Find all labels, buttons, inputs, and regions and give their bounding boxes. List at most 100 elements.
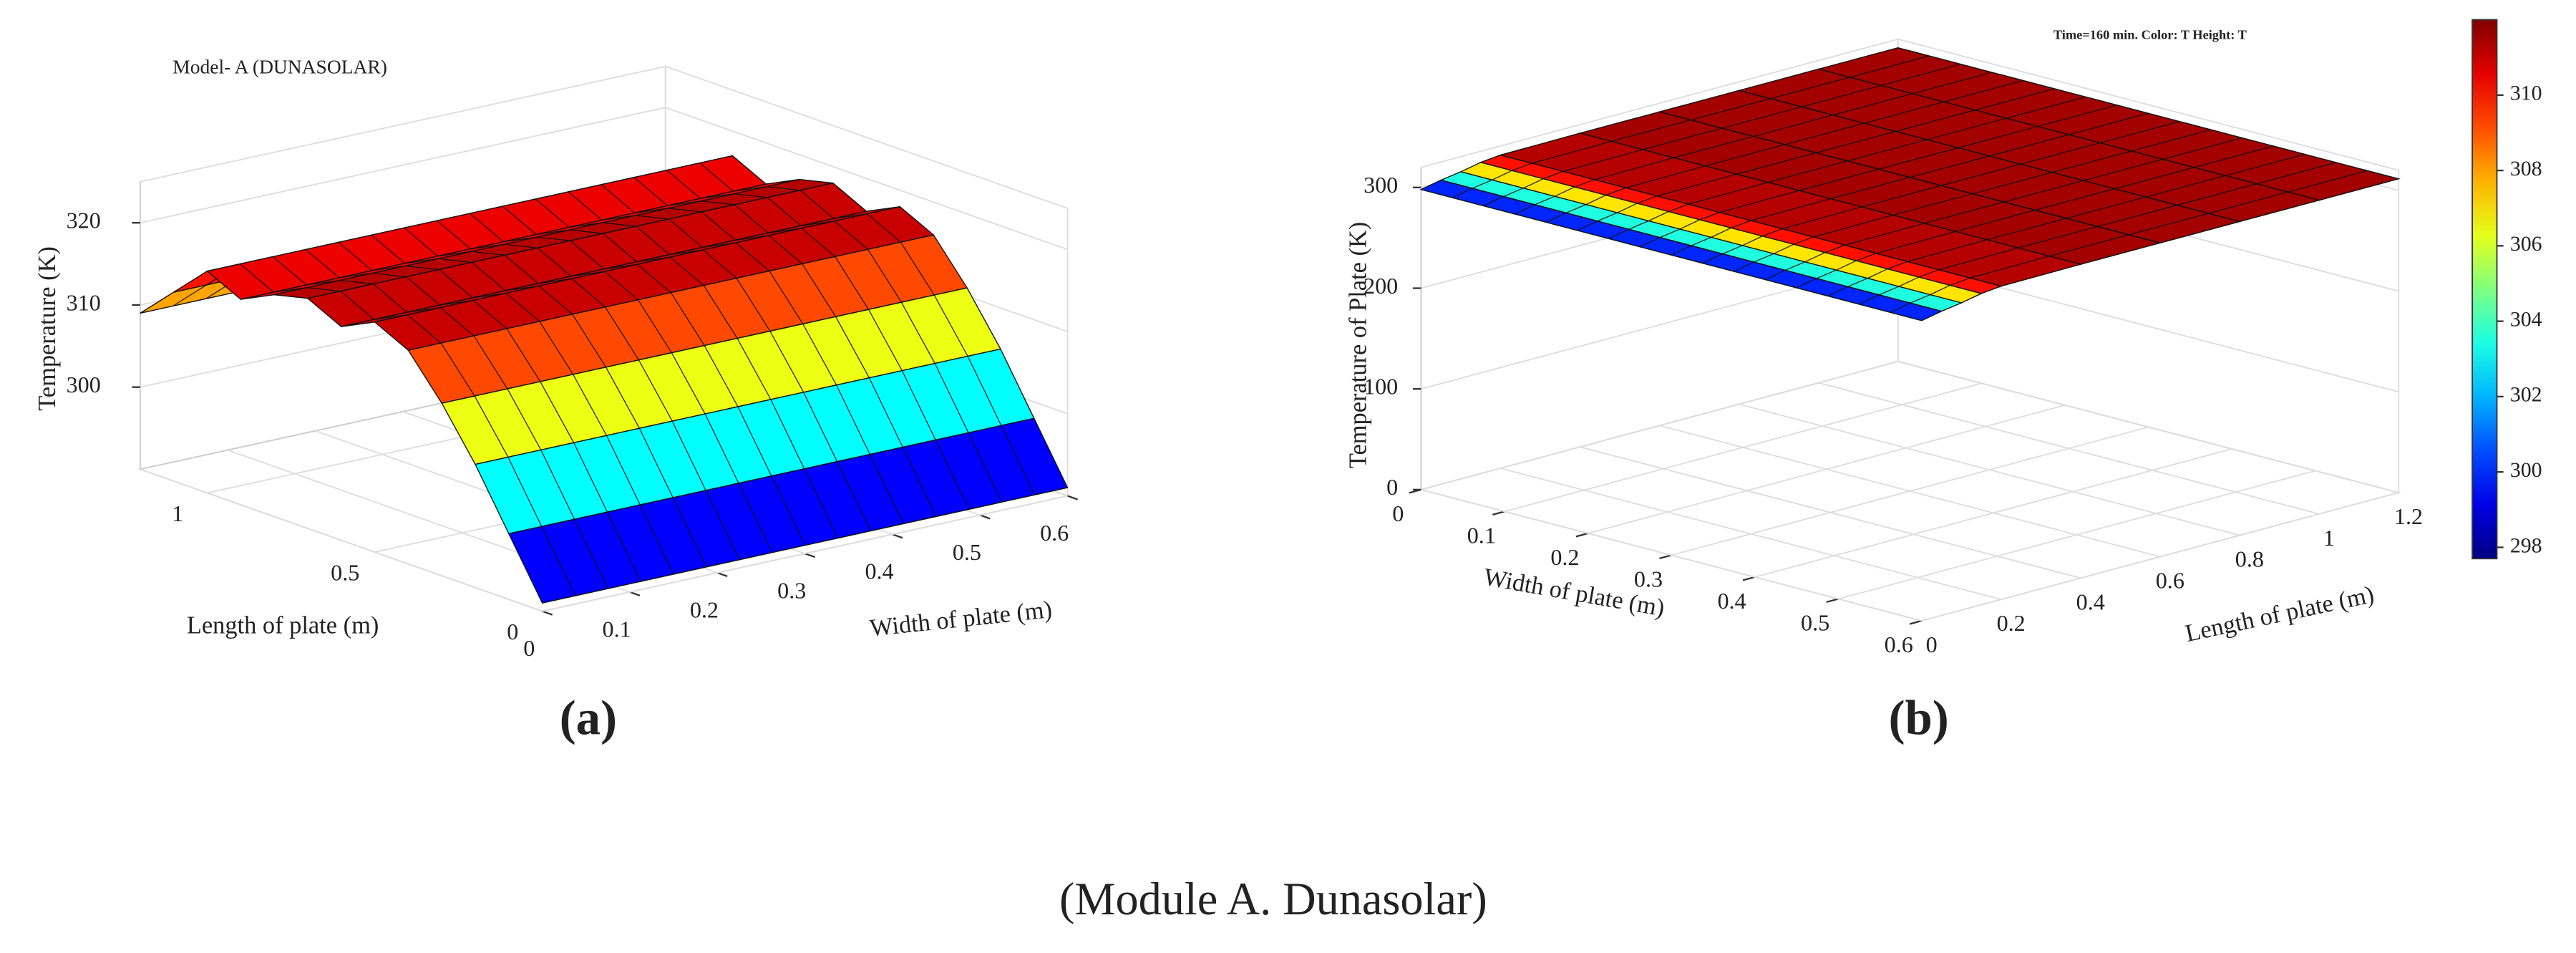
grid-line bbox=[542, 495, 1068, 612]
mesh-line bbox=[1970, 256, 2050, 279]
panel-label: (b) bbox=[1889, 691, 1949, 745]
mesh-line bbox=[1719, 190, 1799, 213]
grid-line bbox=[1500, 468, 2002, 601]
mesh-line bbox=[1907, 239, 1987, 262]
mesh-line bbox=[1577, 221, 1598, 231]
colorbar-tick-label: 302 bbox=[2510, 383, 2542, 407]
mesh-line bbox=[1881, 64, 1961, 86]
colorbar-tick-label: 308 bbox=[2510, 157, 2542, 180]
mesh-line bbox=[666, 170, 701, 199]
mesh-line bbox=[901, 370, 936, 440]
mesh-line bbox=[835, 256, 869, 310]
mesh-line bbox=[1816, 131, 1896, 153]
mesh-line bbox=[339, 279, 374, 285]
mesh-line bbox=[635, 215, 669, 220]
x-tick-label: 0.1 bbox=[603, 616, 631, 642]
mesh-line bbox=[603, 233, 637, 263]
mesh-line bbox=[405, 265, 439, 271]
mesh-line bbox=[474, 395, 509, 458]
mesh-line bbox=[671, 420, 706, 491]
mesh-line bbox=[735, 242, 770, 271]
mesh-line bbox=[2208, 191, 2288, 214]
mesh-line bbox=[669, 218, 703, 248]
mesh-line bbox=[1754, 253, 1774, 263]
x-tick-label: 0.1 bbox=[1467, 522, 1496, 548]
mesh-line bbox=[340, 291, 374, 320]
colorbar-tick-label: 300 bbox=[2510, 458, 2542, 482]
mesh-line bbox=[902, 447, 937, 517]
mesh-line bbox=[1679, 219, 1700, 230]
mesh-line bbox=[1830, 177, 1910, 200]
y-tick-label: 1 bbox=[172, 500, 183, 526]
x-tick-label: 0.2 bbox=[1550, 544, 1579, 570]
mesh-line bbox=[373, 284, 407, 313]
mesh-line bbox=[867, 213, 901, 243]
chart-title: Time=160 min. Color: T Height: T bbox=[2053, 28, 2247, 42]
mesh-line bbox=[571, 278, 606, 308]
mesh-line bbox=[1673, 135, 1754, 158]
mesh-line bbox=[573, 374, 607, 436]
mesh-line bbox=[1656, 173, 1737, 197]
mesh-line bbox=[1856, 253, 1877, 261]
mesh-line bbox=[770, 399, 805, 469]
x-tick-label: 0.3 bbox=[1634, 566, 1663, 592]
mesh-line bbox=[2066, 196, 2147, 219]
mesh-line bbox=[2069, 112, 2149, 135]
mesh-line bbox=[2194, 145, 2274, 168]
y-tick-label: 1.2 bbox=[2394, 503, 2423, 529]
mesh-line bbox=[1850, 55, 1930, 78]
mesh-line bbox=[471, 251, 505, 256]
mesh-line bbox=[1535, 195, 1555, 205]
y-tick-label: 0.8 bbox=[2235, 546, 2264, 572]
mesh-line bbox=[1671, 245, 1692, 256]
mesh-line bbox=[272, 256, 307, 286]
mesh-line bbox=[1565, 204, 1587, 213]
mesh-line bbox=[602, 222, 636, 227]
mesh-line bbox=[2100, 121, 2180, 144]
y-axis-label: Length of plate (m) bbox=[187, 612, 379, 639]
mesh-line bbox=[406, 276, 440, 306]
mesh-line bbox=[504, 243, 538, 248]
mesh-line bbox=[1608, 228, 1629, 239]
mesh-line bbox=[407, 314, 442, 344]
mesh-line bbox=[1930, 284, 1950, 296]
mesh-line bbox=[1796, 278, 1817, 289]
mesh-line bbox=[1765, 269, 1786, 281]
mesh-line bbox=[1648, 211, 1669, 222]
colorbar bbox=[2471, 19, 2498, 560]
mesh-line bbox=[1721, 106, 1802, 129]
mesh-line bbox=[606, 435, 641, 505]
mesh-line bbox=[1597, 212, 1618, 222]
mesh-line bbox=[867, 248, 902, 303]
x-tick-label: 0 bbox=[1392, 500, 1404, 526]
mesh-line bbox=[802, 263, 837, 317]
y-tick-label: 0.2 bbox=[1997, 610, 2026, 636]
mesh-line bbox=[637, 299, 672, 353]
mesh-line bbox=[572, 314, 607, 368]
mesh-line bbox=[636, 226, 670, 255]
mesh-line bbox=[2256, 162, 2336, 185]
mesh-line bbox=[801, 228, 836, 257]
x-axis-label: Width of plate (m) bbox=[868, 596, 1053, 642]
z-tick-label: 310 bbox=[67, 289, 101, 315]
mesh-line bbox=[470, 213, 504, 243]
x-tick bbox=[542, 610, 553, 616]
mesh-line bbox=[802, 324, 837, 386]
x-tick bbox=[716, 571, 728, 578]
mesh-line bbox=[437, 220, 471, 250]
mesh-line bbox=[638, 359, 673, 422]
mesh-line bbox=[734, 193, 768, 198]
mesh-line bbox=[2018, 226, 2098, 248]
y-tick-label: 0.5 bbox=[331, 560, 359, 586]
mesh-line bbox=[371, 234, 406, 264]
mesh-line bbox=[803, 392, 838, 462]
x-tick-label: 0 bbox=[523, 635, 535, 661]
mesh-line bbox=[1950, 277, 1970, 286]
surface-plot: 0 0.1 0.2 0.3 0.4 0.5 0.6 0 0.2 0.4 0.6 0.8 1 1.2 0 100… bbox=[1344, 19, 2542, 745]
mesh-line bbox=[705, 490, 740, 561]
panel-label: (a) bbox=[560, 691, 617, 745]
mesh-line bbox=[1813, 214, 1893, 238]
mesh-line bbox=[699, 163, 734, 192]
mesh-line bbox=[1887, 261, 1907, 270]
